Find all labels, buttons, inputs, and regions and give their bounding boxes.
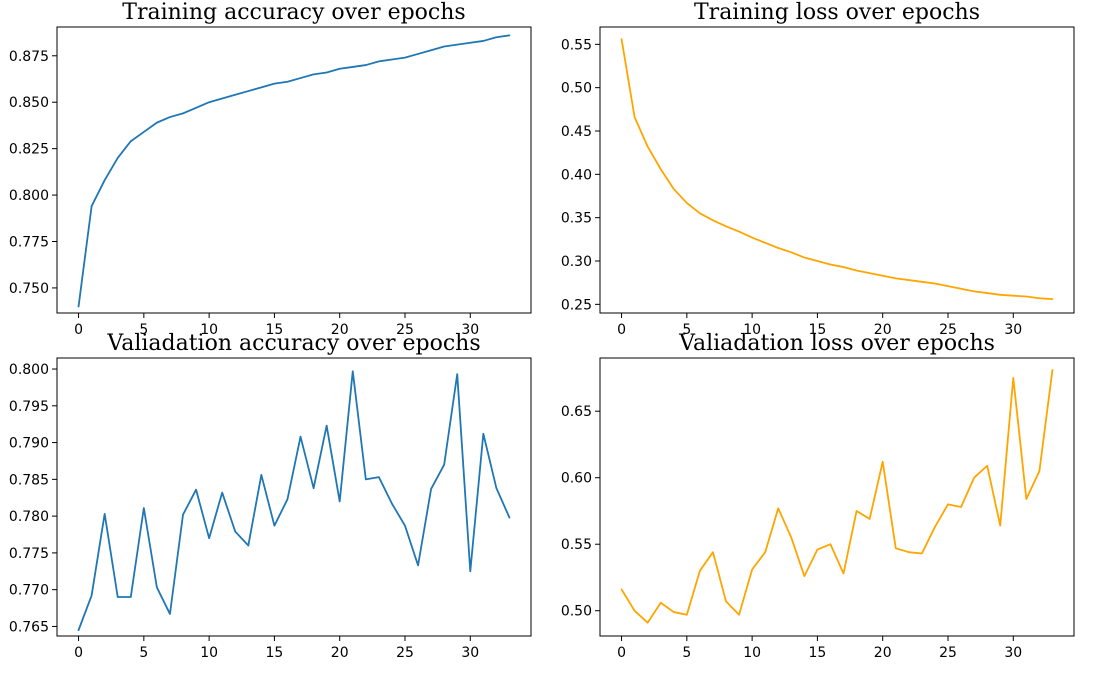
axes-frame	[599, 357, 1075, 637]
x-tick-label: 10	[200, 645, 218, 661]
axes-frame	[599, 26, 1075, 314]
x-tick-label: 0	[617, 645, 626, 661]
x-tick-label: 15	[265, 645, 283, 661]
x-tick-label: 10	[743, 645, 761, 661]
x-tick-label: 0	[74, 645, 83, 661]
x-tick-label: 5	[139, 645, 148, 661]
y-tick-label: 0.775	[9, 546, 49, 562]
chart-title: Training loss over epochs	[694, 0, 980, 25]
x-tick-label: 15	[808, 322, 826, 338]
y-tick-label: 0.55	[561, 537, 592, 553]
x-tick-label: 5	[139, 322, 148, 338]
x-tick-label: 0	[617, 322, 626, 338]
x-tick-label: 15	[808, 645, 826, 661]
y-tick-label: 0.850	[9, 95, 49, 111]
axes-frame	[56, 26, 532, 314]
chart-title: Training accuracy over epochs	[122, 0, 465, 25]
chart-title: Valiadation accuracy over epochs	[106, 331, 480, 356]
subplot-training-loss: Training loss over epochs 0 5 10 15 20 25 30 0.…	[561, 0, 1075, 338]
y-tick-label: 0.780	[9, 509, 49, 525]
x-tick-label: 0	[74, 322, 83, 338]
axes-frame	[56, 357, 532, 637]
x-tick-label: 15	[265, 322, 283, 338]
y-tick-label: 0.800	[9, 188, 49, 204]
y-tick-label: 0.770	[9, 583, 49, 599]
x-tick-label: 25	[396, 645, 414, 661]
y-tick-label: 0.765	[9, 619, 49, 635]
y-tick-label: 0.50	[561, 81, 592, 97]
y-tick-label: 0.45	[561, 124, 592, 140]
series-line	[620, 369, 1054, 624]
subplot-validation-accuracy: Valiadation accuracy over epochs 0 5 10 15 2…	[9, 331, 532, 661]
y-tick-label: 0.875	[9, 49, 49, 65]
series-line	[77, 34, 511, 308]
subplot-validation-loss: Valiadation loss over epochs 0 5 10 15 20 25 3…	[561, 331, 1075, 661]
y-tick-label: 0.750	[9, 281, 49, 297]
x-tick-label: 30	[461, 645, 479, 661]
x-tick-label: 30	[1004, 645, 1022, 661]
y-tick-label: 0.35	[561, 211, 592, 227]
y-tick-label: 0.800	[9, 362, 49, 378]
y-tick-label: 0.790	[9, 436, 49, 452]
y-tick-label: 0.40	[561, 167, 592, 183]
x-tick-label: 20	[331, 322, 349, 338]
series-line	[620, 38, 1054, 301]
y-tick-label: 0.785	[9, 472, 49, 488]
x-tick-label: 5	[682, 322, 691, 338]
y-tick-label: 0.25	[561, 297, 592, 313]
y-tick-label: 0.775	[9, 235, 49, 251]
x-tick-label: 25	[939, 322, 957, 338]
y-tick-label: 0.50	[561, 604, 592, 620]
x-tick-label: 5	[682, 645, 691, 661]
y-tick-label: 0.825	[9, 142, 49, 158]
x-tick-label: 20	[874, 645, 892, 661]
chart-title: Valiadation loss over epochs	[678, 331, 995, 356]
y-tick-label: 0.30	[561, 254, 592, 270]
x-tick-label: 10	[200, 322, 218, 338]
y-tick-label: 0.795	[9, 399, 49, 415]
x-tick-label: 20	[331, 645, 349, 661]
series-line	[77, 370, 511, 632]
x-tick-label: 25	[396, 322, 414, 338]
subplot-training-accuracy: Training accuracy over epochs 0 5 10 15 20 25…	[9, 0, 532, 338]
y-tick-label: 0.55	[561, 37, 592, 53]
x-tick-label: 30	[461, 322, 479, 338]
x-tick-label: 25	[939, 645, 957, 661]
x-tick-label: 10	[743, 322, 761, 338]
y-tick-label: 0.60	[561, 471, 592, 487]
y-tick-label: 0.65	[561, 404, 592, 420]
x-tick-label: 30	[1004, 322, 1022, 338]
x-tick-label: 20	[874, 322, 892, 338]
